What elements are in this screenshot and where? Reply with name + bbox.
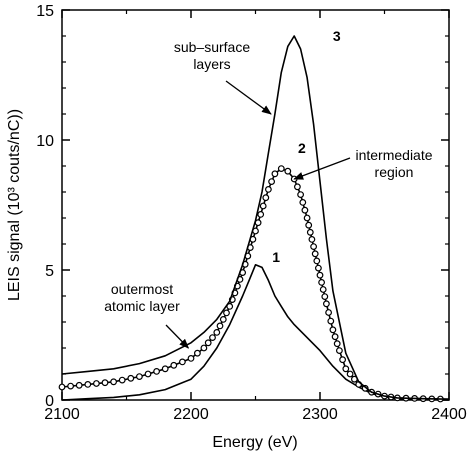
data-point-2	[271, 170, 279, 178]
data-point-2	[331, 333, 339, 341]
data-point-2	[299, 198, 307, 206]
annotation-line: intermediate	[355, 147, 432, 163]
x-tick-label: 2200	[173, 406, 209, 423]
data-point-2	[308, 235, 316, 243]
annotation-arrow	[293, 157, 351, 180]
data-point-2	[323, 300, 330, 308]
data-point-2	[262, 194, 270, 202]
annotation-line: sub–surface	[174, 39, 250, 55]
data-point-2	[306, 228, 314, 236]
curve-label-3: 3	[333, 28, 341, 44]
annotation-line: atomic layer	[104, 298, 180, 314]
data-point-2	[92, 380, 100, 387]
annotation-outermost: outermost atomic layer	[104, 281, 180, 314]
y-axis-title: LEIS signal (10³ couts/nC))	[6, 109, 23, 301]
data-point-2	[265, 185, 272, 193]
axis-ticks: 2100 2200 2300 2400 0 5 10 15	[36, 3, 467, 423]
data-point-2	[67, 382, 74, 390]
x-tick-label: 2100	[44, 406, 80, 423]
y-tick-label: 10	[36, 133, 54, 150]
data-point-2	[209, 334, 216, 342]
series-layer	[58, 35, 450, 403]
data-point-2	[204, 339, 212, 347]
annotation-line: layers	[193, 56, 230, 72]
data-point-2	[329, 326, 337, 334]
data-point-2	[301, 206, 309, 214]
data-point-2	[200, 344, 208, 352]
data-point-2	[84, 381, 92, 388]
y-tick-label: 0	[45, 393, 54, 410]
data-point-2	[135, 373, 143, 381]
data-point-2	[101, 379, 109, 387]
data-point-2	[259, 202, 267, 210]
data-point-2	[319, 286, 327, 293]
data-point-2	[216, 322, 224, 330]
curve-label-2: 2	[298, 140, 306, 156]
data-point-2	[223, 309, 230, 317]
data-point-2	[58, 383, 66, 391]
data-point-2	[127, 374, 135, 382]
data-point-2	[219, 316, 227, 323]
data-point-2	[333, 340, 341, 348]
data-point-2	[346, 370, 354, 378]
annotation-sub-surface: sub–surface layers	[174, 39, 250, 72]
data-point-2	[257, 210, 265, 218]
data-point-2	[277, 165, 285, 173]
data-point-2	[325, 309, 333, 316]
data-point-2	[311, 250, 319, 258]
annotation-line: outermost	[111, 281, 173, 297]
data-point-2	[327, 317, 335, 325]
data-point-2	[339, 356, 347, 364]
series-line-3	[61, 35, 450, 400]
data-point-2	[313, 257, 321, 265]
data-point-2	[118, 376, 126, 384]
data-point-2	[305, 221, 313, 229]
data-point-2	[315, 264, 322, 272]
data-point-2	[178, 358, 186, 366]
data-point-2	[316, 271, 324, 279]
data-point-2	[294, 183, 301, 191]
data-point-2	[144, 370, 152, 378]
y-tick-label: 15	[36, 3, 54, 20]
data-point-2	[75, 381, 83, 389]
x-tick-label: 2300	[302, 406, 338, 423]
y-axis-title-text: LEIS signal (10³ couts/nC))	[6, 109, 23, 301]
data-point-2	[170, 361, 178, 369]
data-point-2	[193, 349, 201, 357]
data-point-2	[161, 365, 169, 373]
data-point-2	[321, 293, 329, 301]
annotation-arrow	[225, 80, 272, 115]
data-point-2	[284, 167, 292, 175]
data-point-2	[110, 378, 117, 386]
annotation-arrow	[165, 324, 190, 349]
x-tick-label: 2400	[431, 406, 467, 423]
plot-frame	[61, 9, 450, 401]
y-tick-label: 5	[45, 263, 54, 280]
annotation-line: region	[375, 164, 414, 180]
data-point-2	[310, 243, 318, 251]
curve-label-1: 1	[272, 249, 280, 265]
data-point-2	[318, 279, 326, 286]
data-point-2	[153, 368, 161, 375]
data-point-2	[268, 178, 276, 186]
x-axis-title: Energy (eV)	[212, 434, 297, 451]
data-point-2	[303, 214, 311, 222]
data-point-2	[187, 355, 195, 362]
data-point-2	[297, 191, 305, 199]
data-point-2	[336, 347, 343, 355]
data-point-2	[342, 365, 350, 373]
annotation-intermediate: intermediate region	[355, 147, 432, 180]
label-layer: 1 2 3 sub–surface layers intermediate region ou…	[104, 28, 433, 349]
data-point-2	[213, 329, 221, 336]
